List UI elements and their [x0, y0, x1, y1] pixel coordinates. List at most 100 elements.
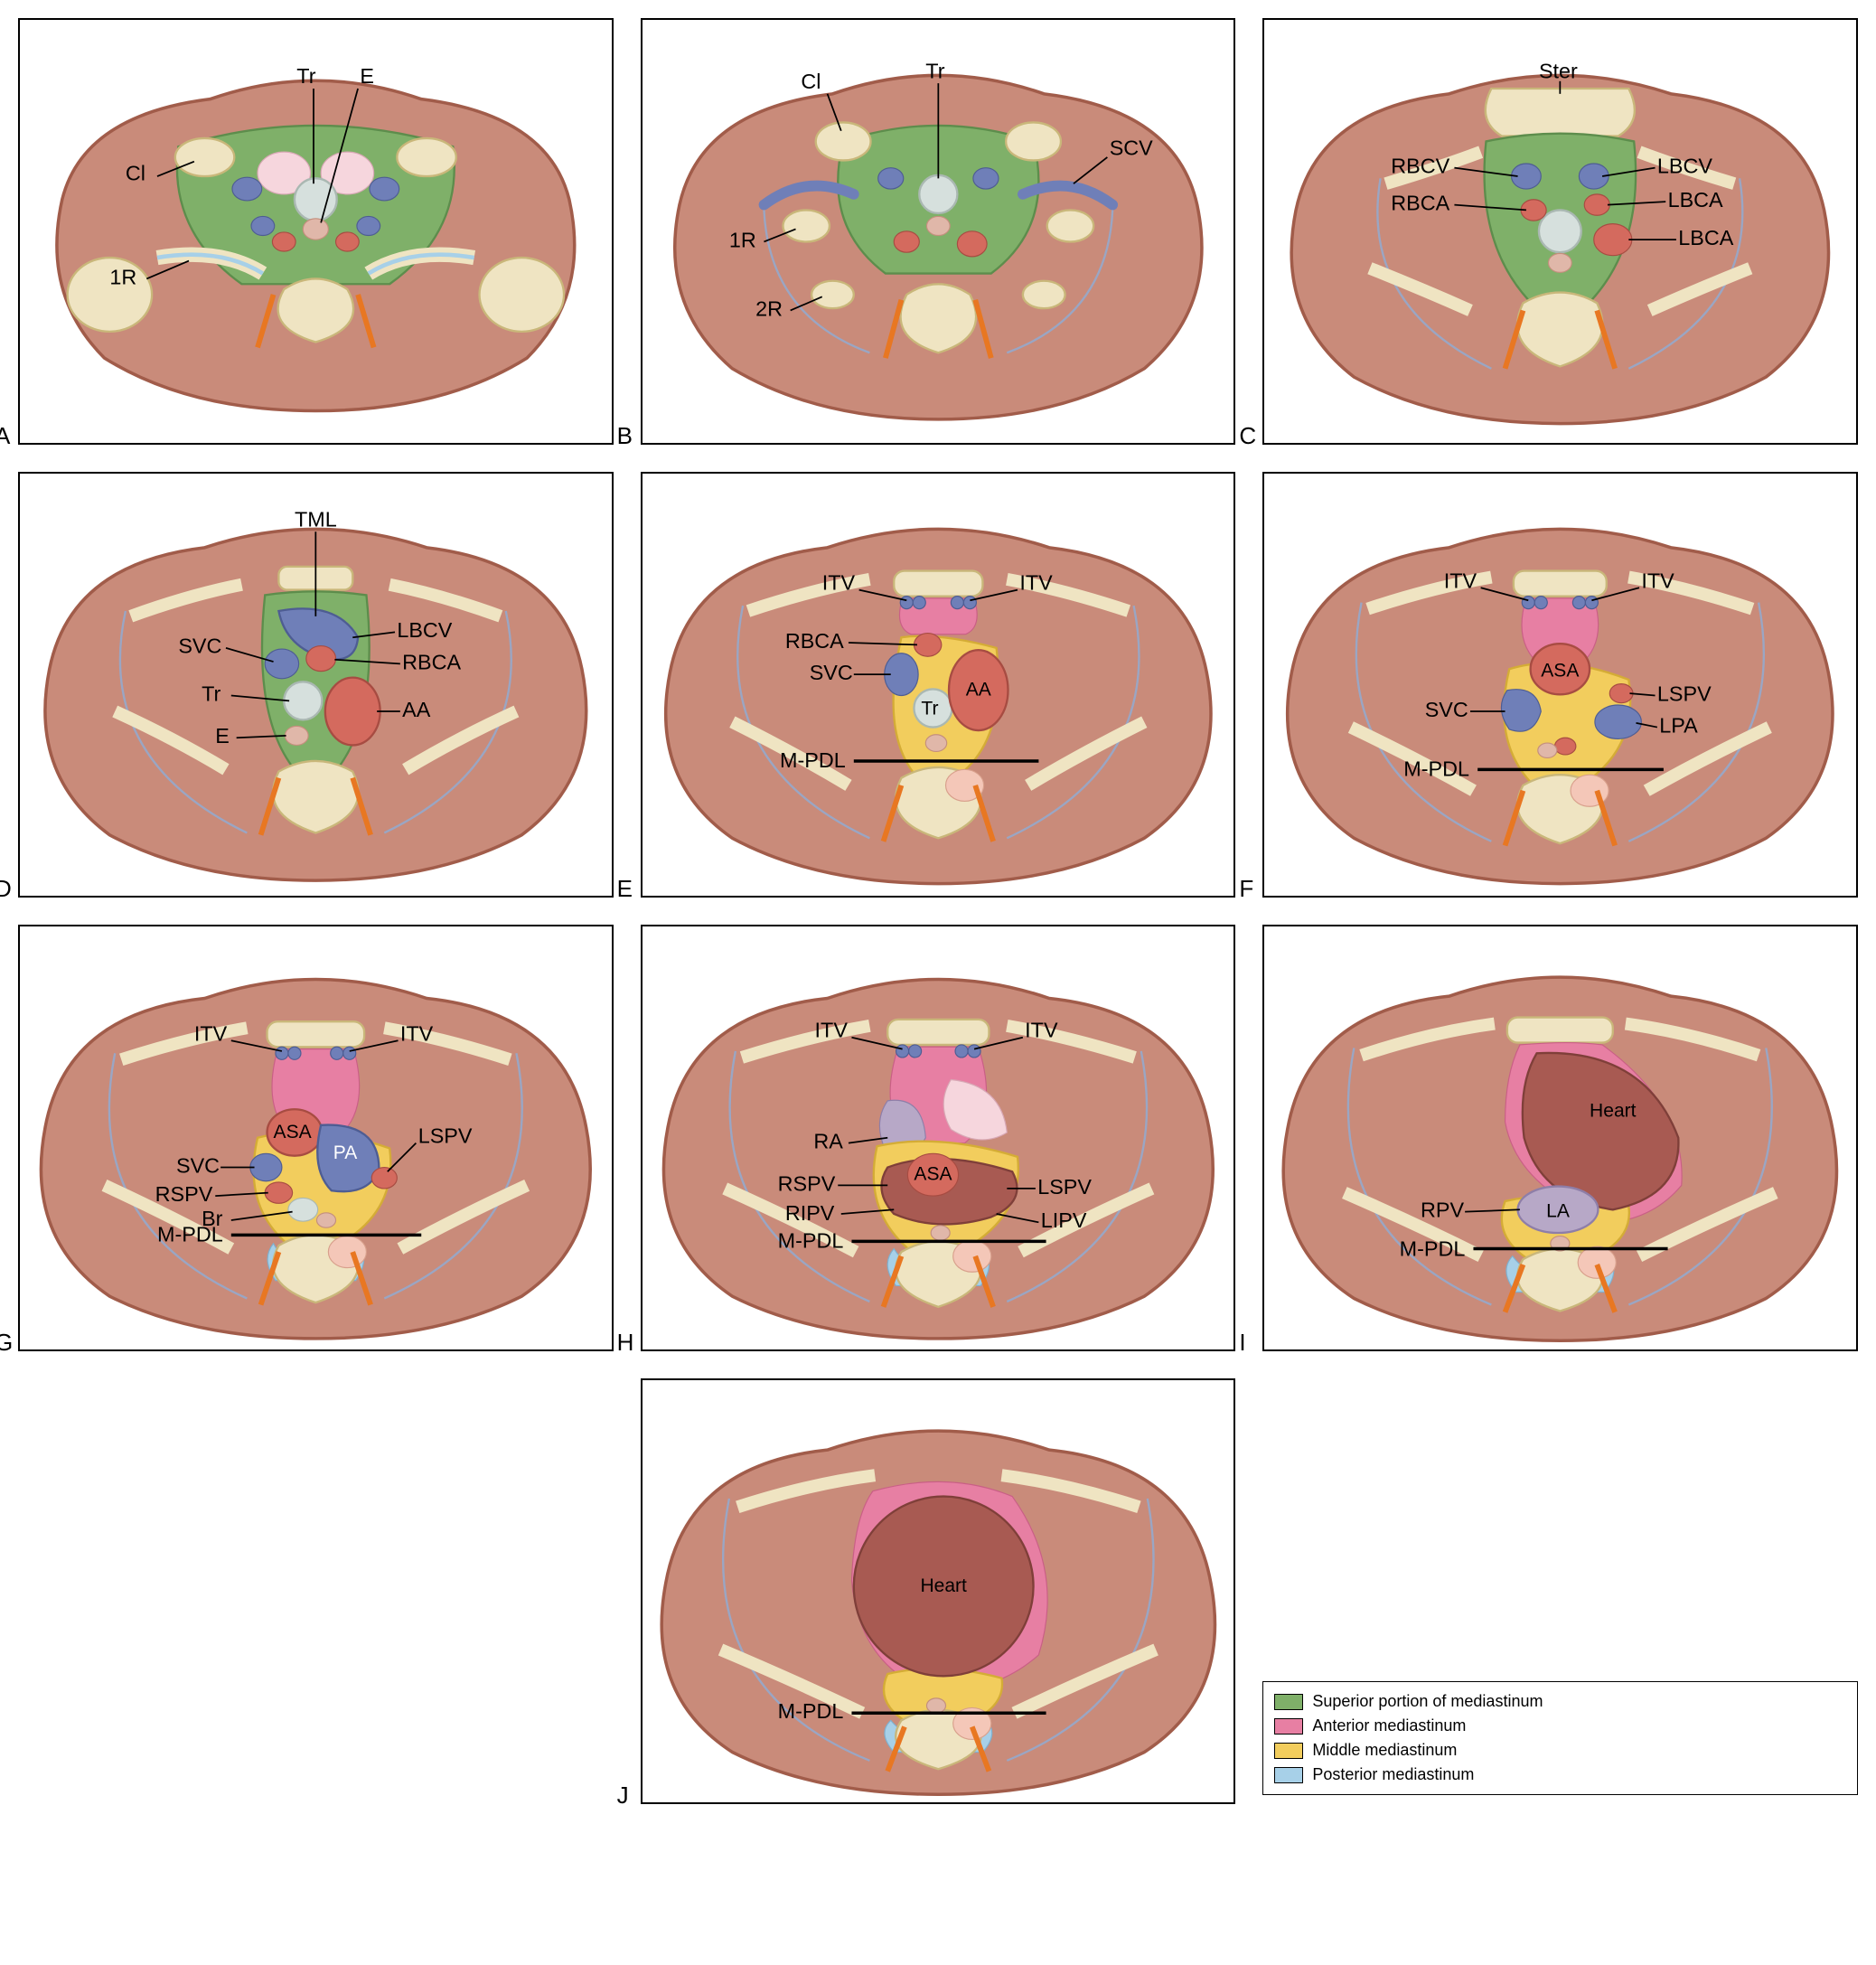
legend: Superior portion of mediastinum Anterior… — [1262, 1681, 1858, 1795]
label-LA: LA — [1546, 1201, 1570, 1222]
label-2R: 2R — [755, 296, 783, 320]
label-RBCA: RBCA — [784, 628, 843, 652]
label-PA: PA — [333, 1142, 358, 1163]
panel-letter-E: E — [617, 875, 633, 903]
label-AA: AA — [965, 679, 990, 700]
panel-A-wrap: Tr E Cl 1R A — [18, 18, 614, 445]
legend-row-posterior: Posterior mediastinum — [1274, 1763, 1846, 1787]
label-1R: 1R — [729, 228, 756, 251]
panel-I-wrap: Heart LA RPV M-PDL I — [1262, 925, 1858, 1351]
label-MPDL: M-PDL — [780, 748, 846, 772]
label-SVC: SVC — [176, 1154, 220, 1178]
panel-F-wrap: ASA ITV ITV SVC LSPV LPA M-PDL F — [1262, 472, 1858, 898]
label-LSPV: LSPV — [418, 1124, 473, 1148]
panel-G-wrap: ASA PA ITV ITV SVC RSPV Br LSPV M-PDL G — [18, 925, 614, 1351]
label-E: E — [360, 64, 374, 88]
panel-E: ITV ITV RBCA SVC Tr AA M-PDL — [641, 472, 1236, 898]
label-Tr: Tr — [925, 59, 944, 82]
label-ASA: ASA — [1542, 660, 1580, 681]
label-MPDL: M-PDL — [1404, 757, 1470, 780]
panel-H: ASA ITV ITV RA RSPV RIPV LSPV LIPV M-PDL — [641, 925, 1236, 1351]
panel-letter-C: C — [1239, 422, 1256, 450]
swatch-posterior — [1274, 1767, 1303, 1783]
panel-I: Heart LA RPV M-PDL — [1262, 925, 1858, 1351]
label-SCV: SCV — [1109, 136, 1152, 160]
label-Heart: Heart — [1590, 1101, 1637, 1122]
label-Tr: Tr — [202, 682, 220, 705]
panel-J-wrap: Heart M-PDL J — [641, 1378, 1236, 1805]
panel-letter-F: F — [1239, 875, 1253, 903]
label-RA: RA — [813, 1130, 843, 1153]
label-ITV-R: ITV — [1642, 569, 1675, 592]
label-Tr: Tr — [921, 698, 938, 719]
label-SVC: SVC — [809, 661, 852, 684]
panel-letter-D: D — [0, 875, 12, 903]
label-ASA: ASA — [274, 1122, 312, 1142]
panel-C-wrap: Ster RBCV RBCA LBCV LBCA LBCA C — [1262, 18, 1858, 445]
panel-letter-I: I — [1239, 1329, 1245, 1357]
panel-B: Cl Tr SCV 1R 2R — [641, 18, 1236, 445]
legend-label-middle: Middle mediastinum — [1312, 1738, 1457, 1763]
panel-B-wrap: Cl Tr SCV 1R 2R B — [641, 18, 1236, 445]
label-ITV-L: ITV — [821, 570, 855, 594]
legend-row-superior: Superior portion of mediastinum — [1274, 1689, 1846, 1714]
label-Heart: Heart — [920, 1575, 967, 1596]
legend-label-posterior: Posterior mediastinum — [1312, 1763, 1474, 1787]
label-ITV-R: ITV — [400, 1021, 434, 1045]
label-LBCV: LBCV — [397, 618, 452, 642]
panel-D: TML SVC Tr E LBCV RBCA AA — [18, 472, 614, 898]
panel-A: Tr E Cl 1R — [18, 18, 614, 445]
legend-label-anterior: Anterior mediastinum — [1312, 1714, 1466, 1738]
label-LPA: LPA — [1660, 713, 1699, 737]
label-Cl: Cl — [126, 162, 145, 185]
panel-G: ASA PA ITV ITV SVC RSPV Br LSPV M-PDL — [18, 925, 614, 1351]
label-RPV: RPV — [1421, 1199, 1464, 1222]
panel-D-wrap: TML SVC Tr E LBCV RBCA AA D — [18, 472, 614, 898]
label-Ster: Ster — [1539, 59, 1578, 82]
label-ITV-L: ITV — [814, 1019, 848, 1042]
label-RSPV: RSPV — [777, 1171, 835, 1195]
panel-letter-B: B — [617, 422, 633, 450]
label-LBCA2: LBCA — [1679, 226, 1734, 249]
label-E: E — [215, 724, 230, 747]
legend-row-anterior: Anterior mediastinum — [1274, 1714, 1846, 1738]
label-LIPV: LIPV — [1040, 1208, 1086, 1232]
swatch-anterior — [1274, 1718, 1303, 1735]
panel-E-wrap: ITV ITV RBCA SVC Tr AA M-PDL E — [641, 472, 1236, 898]
swatch-superior — [1274, 1694, 1303, 1710]
label-RSPV: RSPV — [155, 1182, 213, 1206]
label-ITV-R: ITV — [1025, 1019, 1058, 1042]
label-LSPV: LSPV — [1037, 1175, 1092, 1199]
figure-container: Tr E Cl 1R A Cl Tr SCV 1R 2R B — [18, 18, 1858, 1804]
panel-H-wrap: ASA ITV ITV RA RSPV RIPV LSPV LIPV M-PDL… — [641, 925, 1236, 1351]
label-SVC: SVC — [178, 634, 221, 657]
label-LSPV: LSPV — [1657, 682, 1712, 705]
label-1R: 1R — [109, 265, 136, 288]
label-ITV-R: ITV — [1019, 570, 1053, 594]
label-LBCV: LBCV — [1657, 155, 1712, 178]
panel-grid-row1-3: Tr E Cl 1R A Cl Tr SCV 1R 2R B — [18, 18, 1858, 1351]
label-LBCA: LBCA — [1668, 188, 1723, 212]
label-MPDL: M-PDL — [1400, 1237, 1466, 1261]
label-MPDL: M-PDL — [777, 1229, 843, 1253]
panel-C: Ster RBCV RBCA LBCV LBCA LBCA — [1262, 18, 1858, 445]
legend-row-middle: Middle mediastinum — [1274, 1738, 1846, 1763]
label-SVC: SVC — [1425, 697, 1468, 720]
panel-letter-H: H — [617, 1329, 634, 1357]
label-TML: TML — [295, 507, 337, 531]
label-RBCA: RBCA — [402, 650, 461, 673]
label-RIPV: RIPV — [784, 1201, 834, 1225]
label-RBCV: RBCV — [1392, 155, 1450, 178]
panel-letter-G: G — [0, 1329, 13, 1357]
label-ITV-L: ITV — [194, 1021, 228, 1045]
label-RBCA: RBCA — [1392, 191, 1450, 214]
panel-row4: Heart M-PDL J Superior portion of medias… — [18, 1378, 1858, 1805]
label-MPDL: M-PDL — [157, 1223, 223, 1246]
panel-F: ASA ITV ITV SVC LSPV LPA M-PDL — [1262, 472, 1858, 898]
label-AA: AA — [402, 697, 431, 720]
label-Cl: Cl — [801, 70, 821, 93]
label-Tr: Tr — [296, 64, 315, 88]
swatch-middle — [1274, 1743, 1303, 1759]
label-ASA: ASA — [914, 1164, 952, 1185]
label-ITV-L: ITV — [1444, 569, 1477, 592]
